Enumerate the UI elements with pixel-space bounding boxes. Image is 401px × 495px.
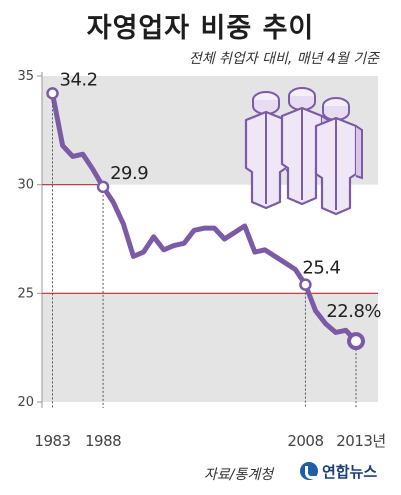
agency-logo: 연합뉴스 [300,458,377,484]
chart-title: 자영업자 비중 추이 [86,13,315,44]
data-label: 34.2 [60,69,98,90]
y-tick-label: 35 [17,69,34,84]
x-tick-label: 2013년 [336,432,385,450]
data-label: 22.8% [326,301,381,322]
data-point-marker [347,332,365,351]
x-tick-label: 1983 [34,432,70,450]
data-label: 25.4 [302,258,340,279]
chart-subtitle: 전체 취업자 대비, 매년 4월 기준 [188,51,379,67]
y-tick-label: 25 [17,286,34,301]
data-label: 29.9 [110,163,148,184]
data-point-marker [96,180,110,194]
y-tick-label: 20 [17,395,34,410]
source-label: 자료/통계청 [204,467,274,483]
data-point-marker [299,278,312,291]
person-figure-icon [314,97,363,216]
y-tick-label: 30 [17,178,34,193]
agency-logo-icon [300,462,318,480]
person-figure-icon [280,87,329,206]
x-tick-label: 1988 [85,432,121,450]
x-tick-label: 2008 [287,432,323,450]
data-point-marker [46,87,59,100]
grid-band [42,293,378,402]
agency-name: 연합뉴스 [322,462,378,481]
